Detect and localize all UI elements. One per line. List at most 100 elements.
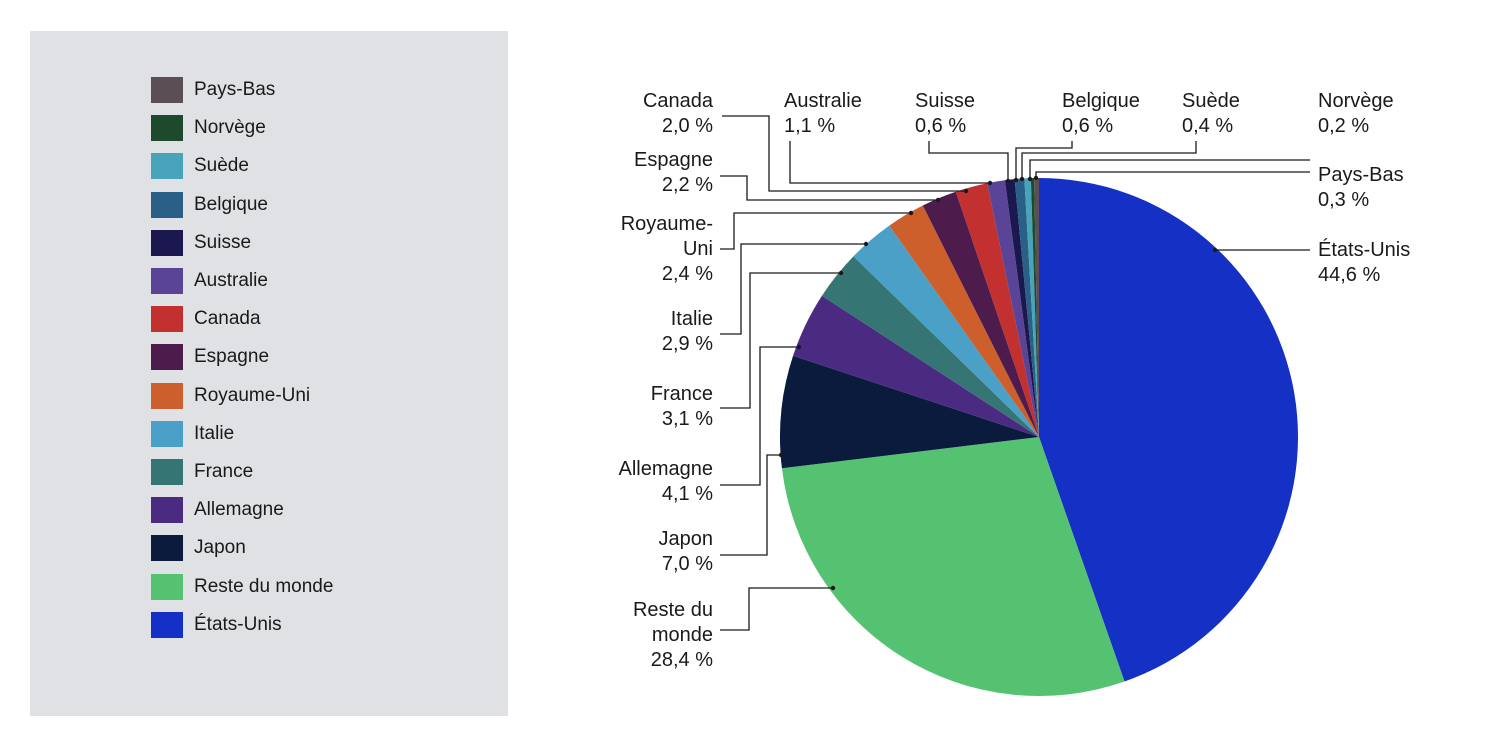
label-norvege: Norvège 0,2 % — [1318, 90, 1394, 137]
leader-dot-norvege — [1027, 176, 1033, 182]
leader-dot-france — [838, 270, 844, 276]
label-value-belgique: 0,6 % — [1062, 115, 1113, 137]
legend-item-france: France — [151, 456, 253, 488]
legend-item-espagne: Espagne — [151, 341, 269, 373]
label-value-royaume-uni: 2,4 % — [662, 263, 713, 285]
legend-item-suisse: Suisse — [151, 227, 251, 259]
leader-dot-italie — [863, 241, 869, 247]
label-name-royaume-uni: Uni — [683, 238, 713, 260]
label-name-pays-bas: Pays-Bas — [1318, 164, 1404, 186]
label-reste-du-monde: Reste du monde 28,4 % — [633, 599, 713, 671]
legend-swatch-australie — [151, 268, 183, 294]
label-value-italie: 2,9 % — [662, 333, 713, 355]
slice-pays-bas — [1034, 178, 1039, 437]
label-value-canada: 2,0 % — [662, 115, 713, 137]
legend-label-etats-unis: États-Unis — [194, 613, 282, 635]
slice-suede — [1024, 178, 1039, 437]
label-suisse: Suisse 0,6 % — [915, 90, 975, 137]
leader-line-france — [720, 272, 841, 409]
label-value-australie: 1,1 % — [784, 115, 835, 137]
leader-line-australie — [789, 141, 990, 184]
leader-dot-royaume-uni — [908, 210, 914, 216]
slice-australie — [987, 180, 1039, 437]
leader-line-japon — [720, 454, 781, 556]
legend-swatch-pays-bas — [151, 77, 183, 103]
leader-dot-belgique — [1013, 177, 1019, 183]
label-france: France 3,1 % — [651, 383, 713, 430]
leader-line-belgique — [1015, 141, 1073, 180]
label-value-pays-bas: 0,3 % — [1318, 189, 1369, 211]
label-name-canada: Canada — [643, 90, 714, 112]
label-australie: Australie 1,1 % — [784, 90, 862, 137]
slice-royaume-uni — [889, 205, 1039, 437]
label-value-suisse: 0,6 % — [915, 115, 966, 137]
legend-item-reste-du-monde: Reste du monde — [151, 571, 333, 603]
label-value-reste-du-monde: 28,4 % — [651, 649, 713, 671]
label-name-allemagne: Allemagne — [618, 458, 713, 480]
slice-allemagne — [793, 295, 1039, 437]
legend-item-pays-bas: Pays-Bas — [151, 74, 275, 106]
label-allemagne: Allemagne 4,1 % — [618, 458, 713, 505]
legend-label-royaume-uni: Royaume-Uni — [194, 384, 311, 406]
legend-item-norvege: Norvège — [151, 112, 266, 144]
slice-norvege — [1030, 178, 1039, 438]
legend-label-norvege: Norvège — [194, 117, 266, 139]
leader-line-reste-du-monde — [720, 587, 833, 631]
legend-label-australie: Australie — [194, 270, 268, 291]
legend-panel: Pays-Bas Norvège Suède Belgique Suisse Austra… — [30, 31, 508, 716]
label-belgique: Belgique 0,6 % — [1062, 90, 1140, 137]
legend-item-belgique: Belgique — [151, 189, 268, 221]
leader-line-canada — [722, 115, 966, 192]
leader-dot-japon — [778, 452, 784, 458]
leader-line-suede — [1021, 141, 1197, 179]
leader-line-pays-bas — [1035, 171, 1310, 178]
legend-swatch-canada — [151, 306, 183, 333]
label-name-reste-du-monde: Reste du — [633, 599, 713, 621]
legend-label-france: France — [194, 461, 254, 482]
legend-label-canada: Canada — [194, 308, 261, 330]
label-value-etats-unis: 44,6 % — [1318, 264, 1380, 286]
label-name-japon: Japon — [659, 528, 714, 550]
label-name-suisse: Suisse — [915, 90, 975, 112]
leader-dot-etats-unis — [1212, 247, 1218, 253]
legend-label-suede: Suède — [194, 155, 249, 177]
label-espagne: Espagne 2,2 % — [634, 149, 713, 196]
legend-item-italie: Italie — [151, 418, 234, 450]
legend-label-japon: Japon — [194, 537, 246, 559]
leader-dot-pays-bas — [1033, 175, 1039, 181]
legend-swatch-espagne — [151, 344, 183, 371]
legend-label-belgique: Belgique — [194, 193, 268, 215]
leader-line-allemagne — [720, 346, 799, 486]
legend-swatch-royaume-uni — [151, 382, 183, 409]
legend-label-pays-bas: Pays-Bas — [194, 79, 276, 100]
leader-dot-espagne — [935, 197, 941, 203]
leader-line-norvege — [1029, 159, 1310, 179]
legend-item-etats-unis: États-Unis — [151, 609, 282, 641]
label-name-norvege: Norvège — [1318, 90, 1394, 112]
leader-lines — [720, 115, 1310, 631]
slice-france — [821, 256, 1039, 437]
legend-item-royaume-uni: Royaume-Uni — [151, 380, 310, 412]
slice-labels: États-Unis 44,6 % Reste du monde 28,4 % Japon… — [618, 90, 1410, 671]
pie-slices — [780, 177, 1299, 697]
legend-swatch-japon — [151, 535, 183, 562]
legend-swatch-suede — [151, 153, 183, 180]
legend-label-reste-du-monde: Reste du monde — [194, 575, 334, 597]
legend-label-suisse: Suisse — [194, 231, 252, 253]
legend-swatch-suisse — [151, 229, 183, 256]
leader-line-italie — [720, 243, 866, 335]
leader-dot-allemagne — [796, 344, 802, 350]
label-japon: Japon 7,0 % — [659, 528, 714, 575]
leader-dot-australie — [987, 180, 993, 186]
slice-reste-du-monde — [781, 437, 1125, 697]
legend-swatch-belgique — [151, 191, 183, 218]
slice-canada — [955, 183, 1039, 437]
label-royaume-uni: Royaume- Uni 2,4 % — [621, 213, 713, 285]
label-value-espagne: 2,2 % — [662, 174, 713, 196]
label-name-etats-unis: États-Unis — [1318, 238, 1410, 261]
legend-swatch-france — [151, 459, 183, 485]
label-name-suede: Suède — [1182, 90, 1240, 112]
label-suede: Suède 0,4 % — [1182, 90, 1240, 137]
legend-item-canada: Canada — [151, 303, 261, 335]
